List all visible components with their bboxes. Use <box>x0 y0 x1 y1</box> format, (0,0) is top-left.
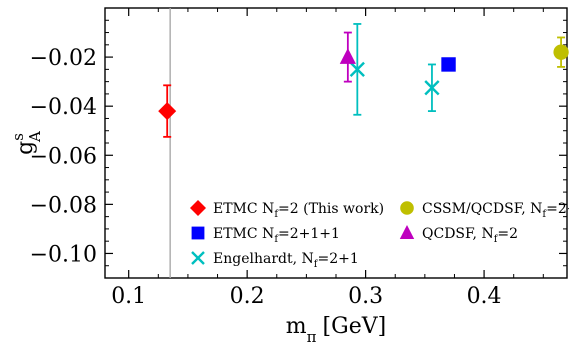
legend-marker <box>400 201 414 215</box>
x-tick-label: 0.4 <box>467 284 502 309</box>
x-axis: 0.1 0.2 0.3 0.4 <box>111 8 544 309</box>
y-tick-label: −0.04 <box>30 95 97 120</box>
y-tick-label: −0.08 <box>30 193 97 218</box>
legend-label: ETMC Nf=2+1+1 <box>213 226 340 245</box>
legend-marker <box>190 200 206 216</box>
legend-label: Engelhardt, Nf=2+1 <box>213 251 359 270</box>
y-axis: −0.02 −0.04 −0.06 −0.08 −0.10 <box>30 19 567 267</box>
legend-marker <box>191 226 205 240</box>
data-point <box>339 48 356 64</box>
legend-label: ETMC Nf=2 (This work) <box>213 201 384 220</box>
y-axis-label: gsA <box>9 131 44 155</box>
data-point <box>158 102 177 121</box>
y-tick-label: −0.10 <box>30 242 97 267</box>
x-tick-label: 0.2 <box>230 284 265 309</box>
x-axis-label: mπ [GeV] <box>286 314 386 345</box>
legend-label: CSSM/QCDSF, Nf=2+1 <box>422 201 569 220</box>
data-point <box>441 57 456 72</box>
legend-label: QCDSF, Nf=2 <box>422 226 518 245</box>
data-points <box>158 23 569 138</box>
x-tick-label: 0.3 <box>348 284 383 309</box>
legend-marker <box>399 225 415 239</box>
data-point <box>349 61 365 77</box>
data-point <box>424 80 440 96</box>
x-tick-label: 0.1 <box>111 284 146 309</box>
legend: ETMC Nf=2 (This work) ETMC Nf=2+1+1 Engelh… <box>190 200 569 270</box>
legend-marker <box>191 251 205 265</box>
data-point <box>553 44 569 60</box>
y-tick-label: −0.06 <box>30 144 97 169</box>
y-tick-label: −0.02 <box>30 46 97 71</box>
